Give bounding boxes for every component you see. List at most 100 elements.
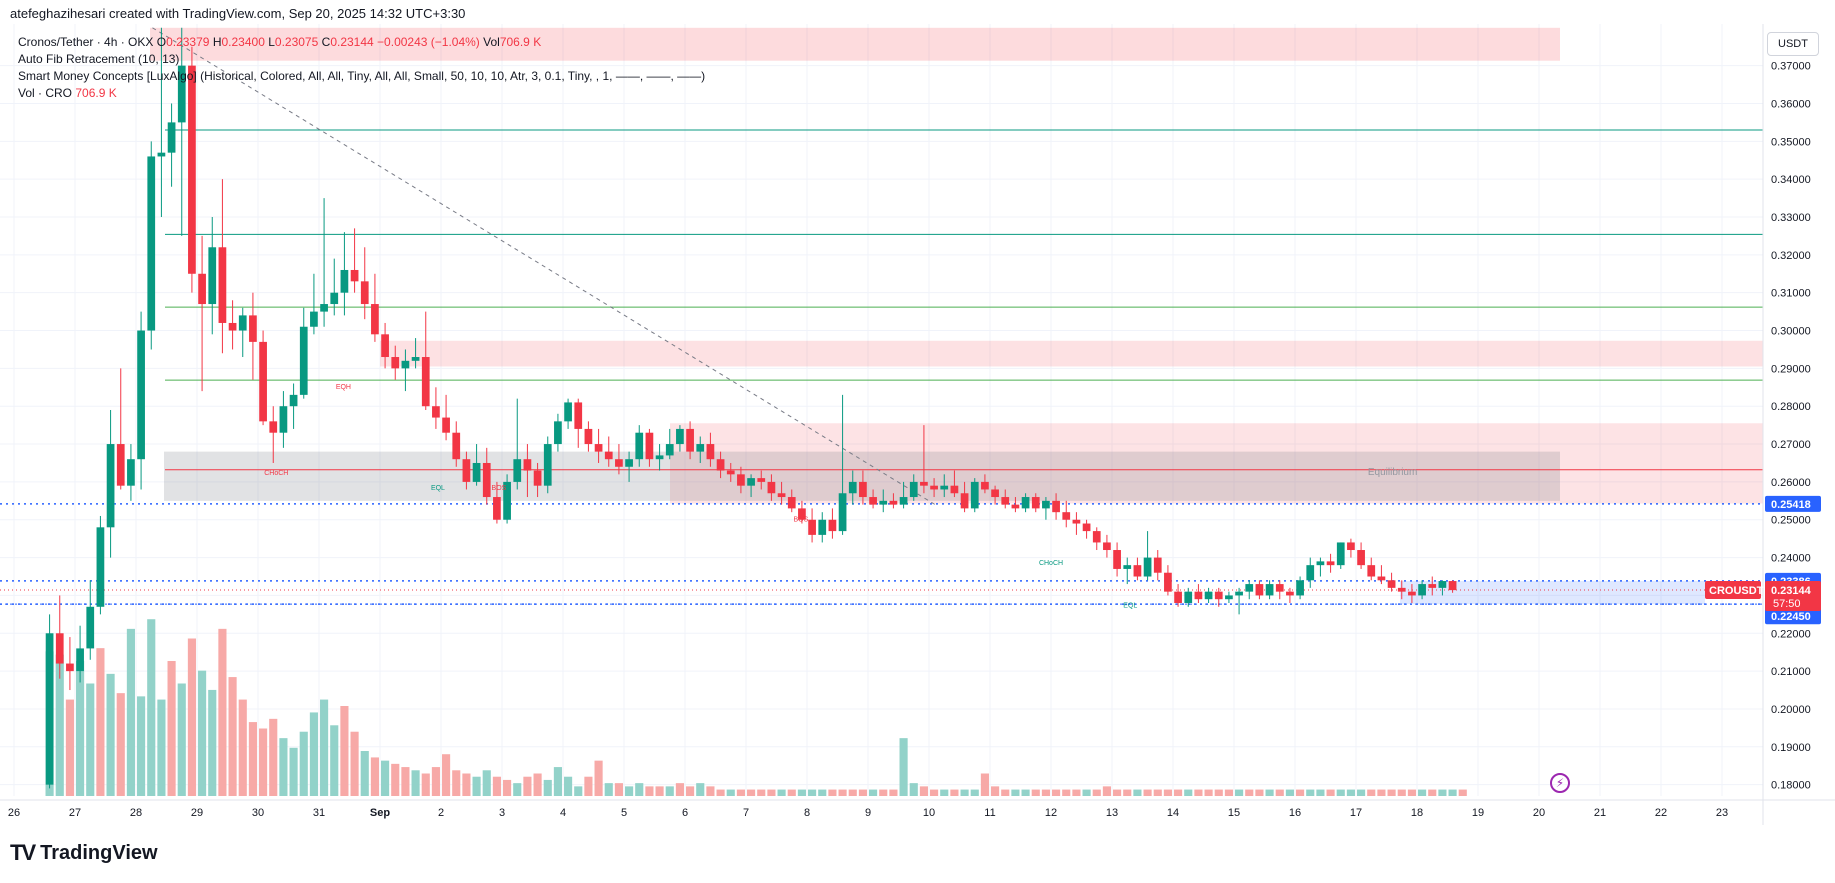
volume-bar xyxy=(1428,789,1437,796)
footer: TV TradingView xyxy=(10,840,158,866)
time-tick-label: 6 xyxy=(682,807,688,819)
time-tick-label: 9 xyxy=(865,807,871,819)
candle-body xyxy=(462,459,471,482)
zone-box xyxy=(1400,581,1705,605)
chart-area[interactable]: CHoCH EQH EQL BOS BOS CHoCH EQL Equilibrium 0.3… xyxy=(0,24,1835,825)
candle-body xyxy=(116,444,125,486)
currency-unit-button[interactable]: USDT xyxy=(1767,32,1819,56)
candle-body xyxy=(981,481,989,490)
lightning-icon[interactable]: ⚡ xyxy=(1550,773,1570,793)
price-axis: 0.37000 0.36000 0.35000 0.34000 0.33000 0.320… xyxy=(1705,24,1821,825)
candle-body xyxy=(564,402,572,422)
volume-bar xyxy=(1326,789,1335,796)
candle-body xyxy=(930,485,938,490)
volume-bar xyxy=(879,789,888,796)
volume-bar xyxy=(858,789,867,796)
candle-body xyxy=(818,519,827,535)
volume-bar xyxy=(808,789,817,796)
candle-body xyxy=(432,406,440,418)
volume-bar xyxy=(1153,789,1162,796)
volume-bar xyxy=(1306,789,1315,796)
candle-body xyxy=(625,459,633,467)
time-tick-label: 26 xyxy=(8,807,20,819)
candle-body xyxy=(920,481,928,486)
volume-bar xyxy=(513,783,522,796)
symbol-name[interactable]: Cronos/Tether · 4h · OKX xyxy=(18,35,154,49)
volume-bar xyxy=(462,773,471,796)
fib-indicator-row[interactable]: Auto Fib Retracement (10, 13) xyxy=(18,52,180,66)
volume-indicator-row[interactable]: Vol · CRO 706.9 K xyxy=(18,85,705,102)
candle-body xyxy=(279,406,288,433)
volume-bar xyxy=(736,789,745,796)
volume-bar xyxy=(848,789,857,796)
volume-bar xyxy=(564,776,573,796)
volume-bar xyxy=(238,699,247,796)
candle-body xyxy=(991,489,999,498)
volume-bar xyxy=(106,673,115,796)
volume-bar xyxy=(411,770,420,796)
volume-bar xyxy=(391,763,400,796)
high-value: 0.23400 xyxy=(221,35,265,49)
candle-body xyxy=(310,311,318,327)
candle-body xyxy=(1011,504,1020,509)
candle-body xyxy=(940,485,949,490)
candle-body xyxy=(513,459,522,482)
candle-body xyxy=(1123,565,1132,569)
candle-body xyxy=(1001,497,1010,505)
candle-body xyxy=(1336,542,1345,566)
volume-bar xyxy=(1346,789,1355,796)
volume-bar xyxy=(177,683,186,796)
candle-body xyxy=(218,247,227,323)
candle-body xyxy=(299,326,308,395)
volume-bar xyxy=(208,689,217,796)
candle-body xyxy=(635,432,644,460)
volume-bar xyxy=(1113,789,1122,796)
smc-indicator-row[interactable]: Smart Money Concepts [LuxAlgo] (Historic… xyxy=(18,69,706,83)
candle-body xyxy=(269,421,278,433)
volume-bar xyxy=(1387,789,1396,796)
candle-body xyxy=(1347,542,1355,551)
volume-bar xyxy=(1174,789,1183,796)
volume-bar xyxy=(696,783,705,796)
last-price-label-bg xyxy=(1765,580,1821,611)
price-chart[interactable]: CHoCH EQH EQL BOS BOS CHoCH EQL Equilibrium 0.3… xyxy=(0,24,1835,825)
candle-body xyxy=(1357,550,1365,566)
candle-body xyxy=(411,357,420,361)
volume-bar xyxy=(340,706,349,796)
volume-bar xyxy=(350,731,359,796)
candle-body xyxy=(493,497,501,520)
low-label: L xyxy=(268,35,275,49)
price-tick-label: 0.36000 xyxy=(1771,98,1811,110)
time-tick-label: 19 xyxy=(1472,807,1484,819)
volume-bars xyxy=(45,619,1467,796)
volume-bar xyxy=(381,760,390,796)
open-label: O xyxy=(156,35,167,49)
candle-body xyxy=(1092,531,1101,543)
time-tick-label: 16 xyxy=(1289,807,1301,819)
volume-bar xyxy=(116,693,125,796)
candle-body xyxy=(1286,591,1294,596)
symbol-row[interactable]: Cronos/Tether · 4h · OKX O0.23379 H0.234… xyxy=(18,34,705,51)
volume-bar xyxy=(960,789,969,796)
volume-bar xyxy=(1407,789,1416,796)
volume-indicator-name: Vol · CRO xyxy=(18,86,73,100)
volume-bar xyxy=(635,783,644,796)
volume-bar xyxy=(279,738,288,796)
candle-body xyxy=(838,493,847,532)
smc-label: BOS xyxy=(794,517,809,524)
smc-label: EQL xyxy=(431,485,445,492)
volume-bar xyxy=(55,654,64,796)
candle-body xyxy=(360,281,369,305)
volume-bar xyxy=(1296,789,1305,796)
volume-bar xyxy=(1062,789,1071,796)
time-tick-label: 3 xyxy=(499,807,505,819)
change-value: −0.00243 (−1.04%) xyxy=(377,35,480,49)
candle-body xyxy=(401,360,410,369)
candle-body xyxy=(554,421,562,445)
candle-body xyxy=(706,444,715,460)
volume-bar xyxy=(1143,789,1152,796)
volume-bar xyxy=(655,786,664,796)
candle-body xyxy=(1164,572,1172,592)
candle-body xyxy=(198,273,206,305)
candle-body xyxy=(1326,561,1335,566)
